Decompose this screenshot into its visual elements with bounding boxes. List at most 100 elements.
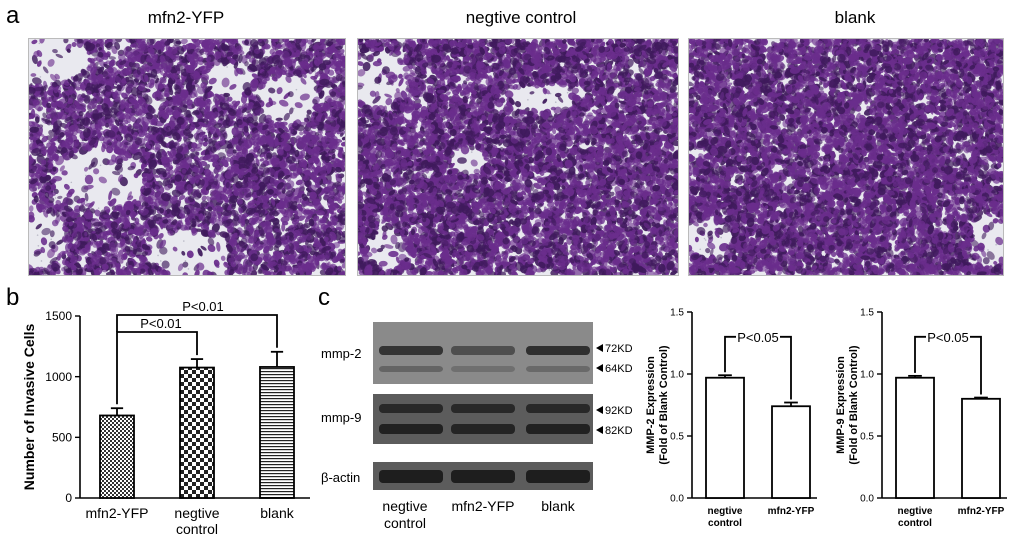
stained-cell	[29, 215, 35, 223]
stained-cell	[283, 112, 290, 121]
membrane-pore	[159, 260, 162, 262]
stained-cell	[151, 191, 160, 197]
stained-cell	[117, 174, 124, 182]
stained-cell	[59, 165, 65, 172]
stained-cell	[182, 272, 188, 275]
stained-cell	[29, 126, 40, 133]
membrane-pore	[184, 260, 187, 262]
stained-cell	[33, 195, 39, 203]
stained-cell	[285, 75, 292, 83]
stained-cell	[194, 269, 200, 275]
stained-cell	[244, 61, 249, 67]
stained-cell	[29, 205, 34, 212]
stained-cell	[77, 39, 82, 44]
stained-cell	[128, 115, 138, 123]
stained-cell	[258, 240, 264, 245]
stained-cell	[122, 128, 128, 135]
stained-cell	[40, 237, 48, 246]
stained-cell	[339, 132, 344, 137]
stained-cell	[83, 166, 89, 172]
stained-cell	[75, 86, 81, 91]
stained-cell	[338, 95, 345, 103]
stained-cell	[42, 66, 49, 74]
stained-cell	[204, 210, 212, 219]
stained-cell	[208, 77, 217, 85]
membrane-pore	[36, 234, 39, 236]
stained-cell	[114, 162, 123, 171]
stained-cell	[29, 114, 36, 120]
stained-cell	[84, 192, 89, 202]
membrane-pore	[99, 164, 102, 167]
stained-cells	[29, 39, 345, 275]
stained-cell	[159, 221, 164, 230]
stained-cell	[107, 39, 113, 44]
stained-cell	[108, 198, 117, 207]
stained-cell	[63, 205, 73, 212]
stained-cell	[276, 44, 282, 49]
membrane-pore	[50, 238, 53, 241]
stained-cell	[315, 86, 323, 94]
stained-cell	[30, 73, 37, 77]
stained-cell	[48, 129, 57, 138]
stained-cell	[108, 190, 113, 201]
membrane-pore	[54, 197, 57, 199]
stained-cell	[78, 110, 84, 117]
stained-cell	[189, 152, 196, 159]
stained-cell	[102, 108, 113, 117]
membrane-pore	[100, 141, 103, 144]
stained-cell	[306, 109, 312, 115]
stained-cell	[164, 40, 171, 46]
stained-cell	[116, 158, 124, 165]
stained-cell	[340, 141, 345, 147]
stained-cell	[299, 93, 310, 101]
stained-cell	[199, 160, 208, 167]
stained-cell	[159, 246, 168, 255]
stained-cell	[208, 138, 214, 144]
membrane-pore	[295, 88, 298, 91]
stained-cell	[31, 39, 38, 45]
stained-cell	[33, 270, 40, 275]
stained-cell	[233, 215, 240, 222]
membrane-pore	[70, 181, 73, 184]
stained-cell	[172, 246, 178, 252]
stained-cell	[238, 241, 246, 249]
stained-cell	[197, 59, 204, 66]
stained-cell	[139, 193, 146, 203]
stained-cell	[197, 248, 203, 257]
micrograph-mfn2-yfp	[28, 38, 346, 276]
membrane-pore	[566, 91, 569, 94]
stained-cell	[94, 209, 101, 217]
stained-cell	[243, 114, 248, 120]
stained-cell	[159, 239, 167, 249]
stained-cell	[207, 244, 216, 253]
stained-cell	[310, 75, 318, 81]
stained-cell	[331, 108, 338, 118]
stained-cell	[271, 210, 279, 217]
stained-cell	[268, 87, 276, 94]
stained-cell	[231, 127, 239, 136]
stained-cell	[307, 39, 313, 45]
image-title-negtive-control: negtive control	[465, 8, 577, 27]
stained-cell	[63, 39, 69, 44]
stained-cell	[41, 135, 49, 143]
membrane-pore	[378, 83, 381, 86]
membrane-pore	[527, 99, 529, 101]
stained-cell	[207, 206, 213, 212]
stained-cell	[122, 252, 128, 260]
stained-cell	[116, 256, 124, 264]
stained-cell	[73, 80, 83, 87]
stained-cell	[195, 133, 200, 142]
stained-cell	[341, 158, 345, 163]
stained-cell	[281, 223, 286, 232]
stained-cell	[180, 39, 188, 45]
panel-a-letter: a	[6, 2, 20, 29]
stained-cell	[145, 236, 153, 242]
stained-cell	[124, 119, 129, 125]
stained-cell	[264, 253, 272, 261]
stained-cell	[182, 261, 189, 268]
membrane-pore	[470, 151, 473, 153]
membrane-pore	[97, 207, 100, 209]
stained-cell	[201, 195, 207, 202]
stained-cell	[106, 60, 115, 66]
stained-cell	[90, 157, 98, 168]
